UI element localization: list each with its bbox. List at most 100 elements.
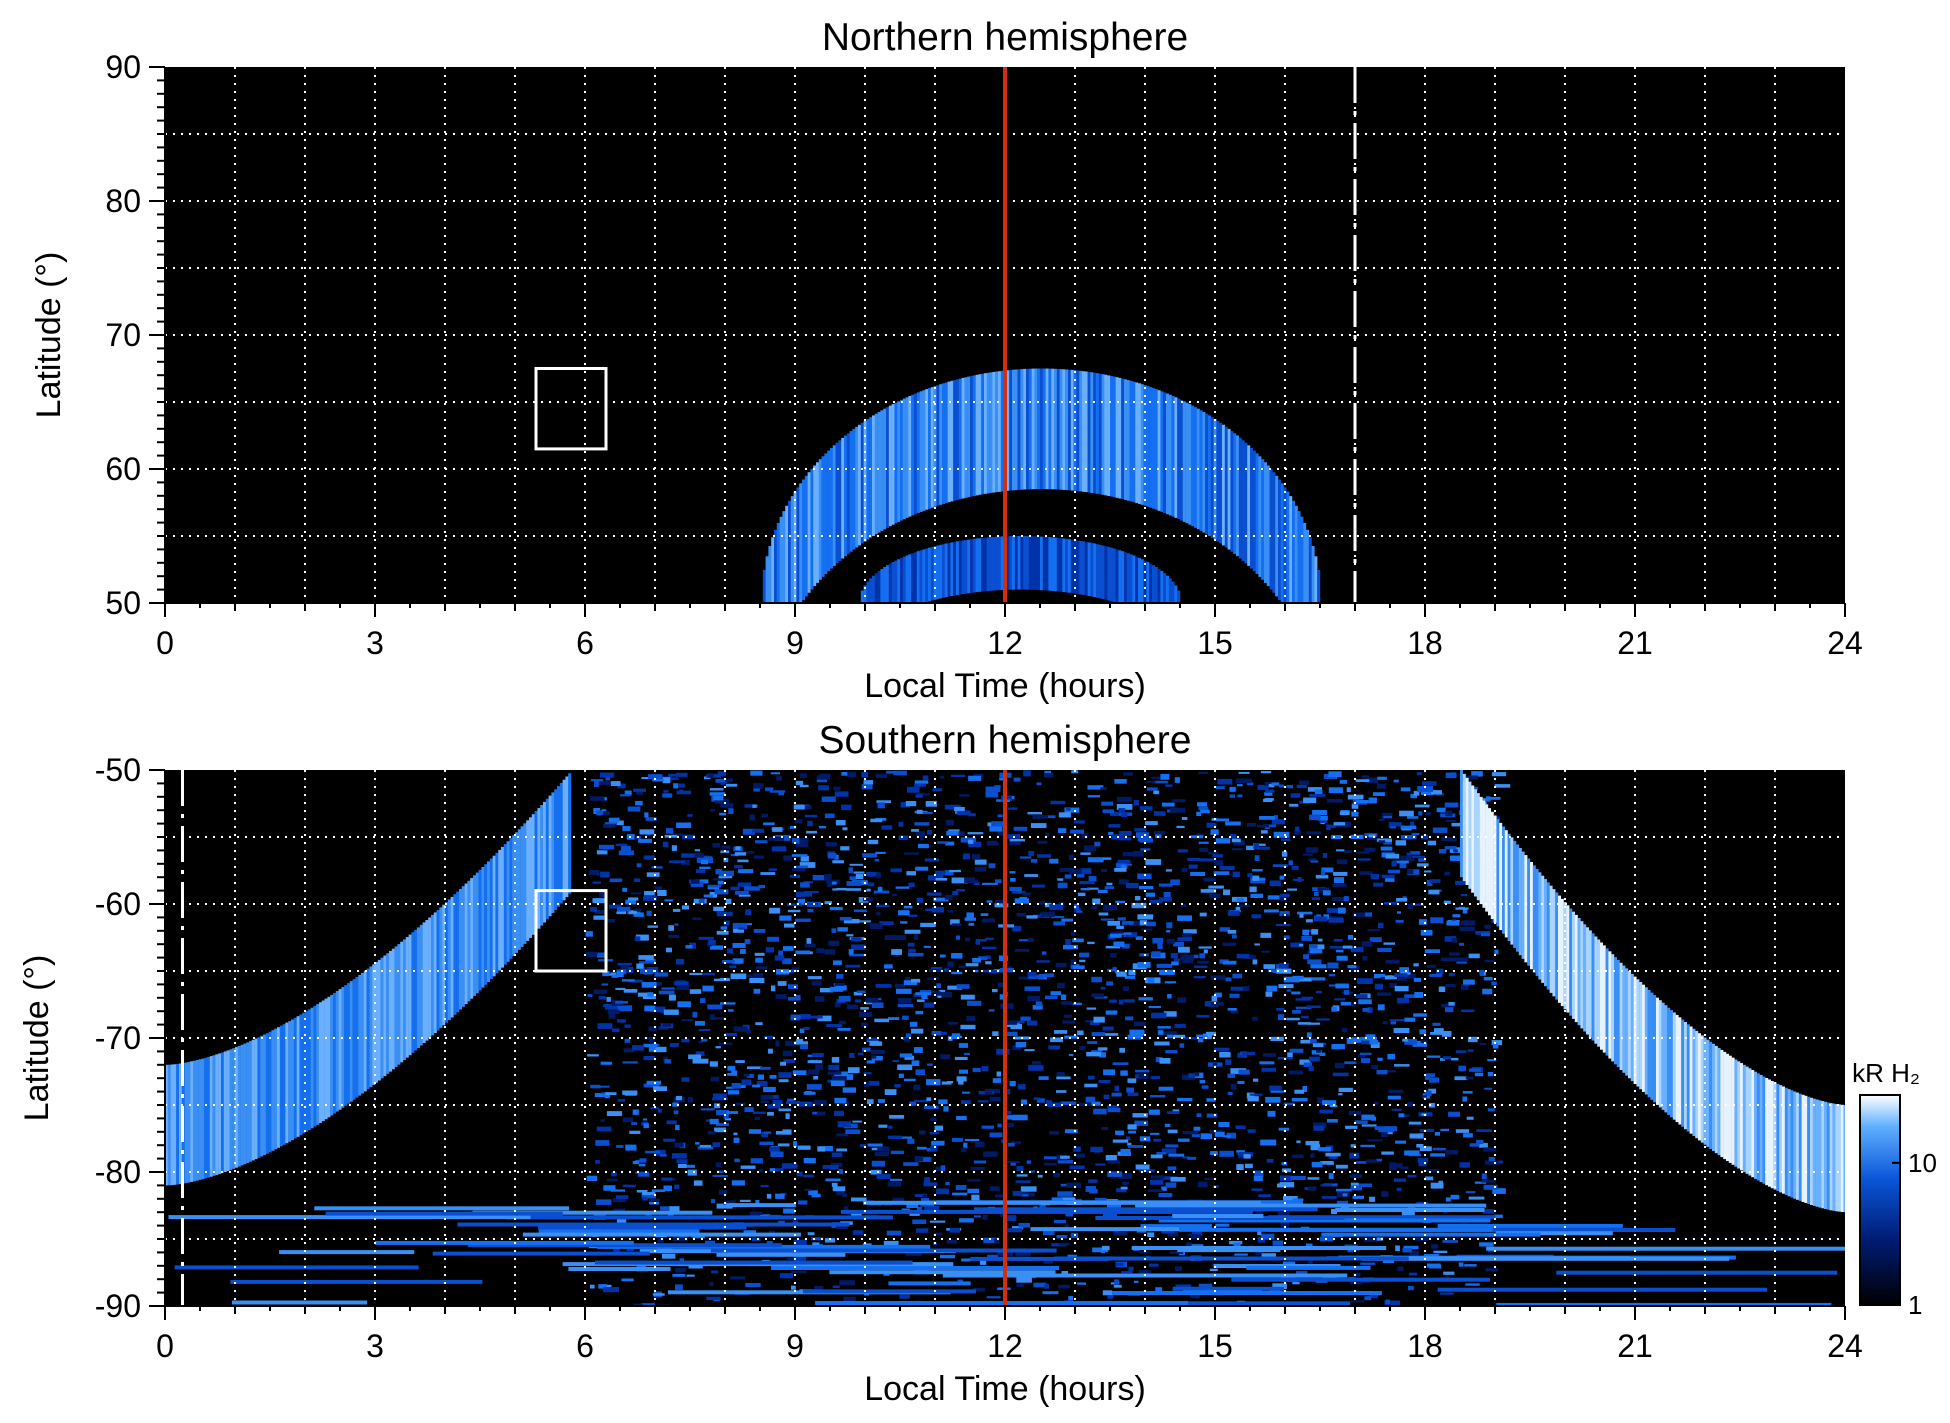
emission-speckle [1219,865,1235,871]
emission-speckle [916,831,926,837]
emission-speckle [1010,1141,1021,1145]
emission-streak [209,1056,213,1177]
emission-speckle [1418,1161,1427,1167]
emission-streak [1740,1063,1743,1171]
emission-speckle [1482,1209,1495,1214]
emission-speckle [1134,1280,1139,1283]
emission-speckle [1479,1242,1494,1247]
emission-speckle [1376,1070,1388,1075]
emission-speckle [681,859,690,866]
emission-speckle [1413,1013,1427,1017]
emission-speckle [1295,1006,1312,1009]
emission-streak [1734,1059,1738,1167]
x-tick-label: 0 [156,625,174,661]
emission-speckle [1128,969,1136,976]
emission-streak [1045,368,1049,490]
emission-speckle [691,879,700,884]
emission-speckle [1189,835,1204,839]
emission-speckle [595,1140,610,1146]
emission-streak [844,435,847,557]
emission-streak [517,829,521,950]
emission-speckle [914,780,929,784]
emission-speckle [1445,819,1456,822]
emission-speckle [1328,1155,1338,1159]
emission-streak [1112,376,1116,498]
emission-speckle [1354,1120,1368,1124]
emission-speckle [590,779,604,782]
emission-speckle [593,915,605,920]
emission-streak [1219,422,1223,544]
emission-speckle [1286,785,1293,789]
emission-speckle [897,1064,913,1071]
emission-speckle [668,773,683,777]
emission-speckle [1027,974,1044,979]
emission-speckle [668,925,674,931]
emission-band [537,1225,747,1230]
emission-speckle [994,785,1001,788]
emission-streak [1516,844,1519,952]
emission-speckle [661,987,675,990]
emission-speckle [1343,990,1350,995]
emission-speckle [1225,977,1232,982]
emission-speckle [597,781,613,785]
emission-streak [838,440,842,561]
emission-speckle [1468,1036,1478,1043]
emission-speckle [1196,1014,1210,1018]
emission-speckle [874,1152,889,1157]
emission-speckle [1351,946,1364,953]
emission-band [568,1267,671,1271]
emission-speckle [812,981,822,986]
emission-streak [1096,544,1099,598]
emission-streak [1286,491,1290,603]
emission-streak [1275,475,1279,597]
emission-streak [1835,1104,1839,1212]
emission-speckle [716,1110,730,1116]
emission-streak [1014,536,1018,590]
emission-speckle [918,1157,932,1162]
emission-speckle [846,934,854,937]
emission-streak [1605,948,1609,1056]
emission-speckle [1399,967,1409,973]
emission-speckle [958,1043,968,1048]
emission-speckle [632,1109,639,1115]
emission-speckle [958,965,966,968]
emission-speckle [1339,779,1347,784]
emission-speckle [753,783,764,789]
emission-speckle [1434,1028,1444,1034]
emission-speckle [1118,808,1126,814]
emission-speckle [1424,1090,1432,1097]
emission-speckle [747,1066,762,1069]
emission-speckle [804,902,819,906]
emission-streak [1597,939,1601,1047]
emission-speckle [793,1141,798,1147]
emission-speckle [636,1190,648,1193]
emission-streak [776,523,780,603]
emission-speckle [997,814,1003,818]
emission-speckle [633,788,646,792]
emission-speckle [1414,992,1423,998]
emission-speckle [1170,879,1180,886]
emission-speckle [1356,1161,1367,1164]
emission-streak [922,549,926,603]
emission-speckle [1275,923,1291,927]
emission-speckle [1072,1002,1082,1006]
emission-streak [361,972,364,1094]
emission-speckle [734,852,747,856]
emission-speckle [1306,831,1322,835]
emission-streak [1143,560,1147,603]
emission-speckle [1376,838,1392,842]
emission-speckle [972,958,981,963]
emission-speckle [1364,1238,1377,1242]
emission-speckle [698,898,705,905]
emission-band [174,1265,419,1270]
emission-speckle [1232,871,1240,877]
emission-streak [1115,549,1119,603]
emission-speckle [1182,959,1194,964]
emission-streak [939,544,943,599]
emission-speckle [698,1029,711,1031]
emission-speckle [1032,815,1048,819]
emission-streak [509,838,513,959]
emission-speckle [1328,918,1344,923]
emission-speckle [1458,1065,1466,1072]
